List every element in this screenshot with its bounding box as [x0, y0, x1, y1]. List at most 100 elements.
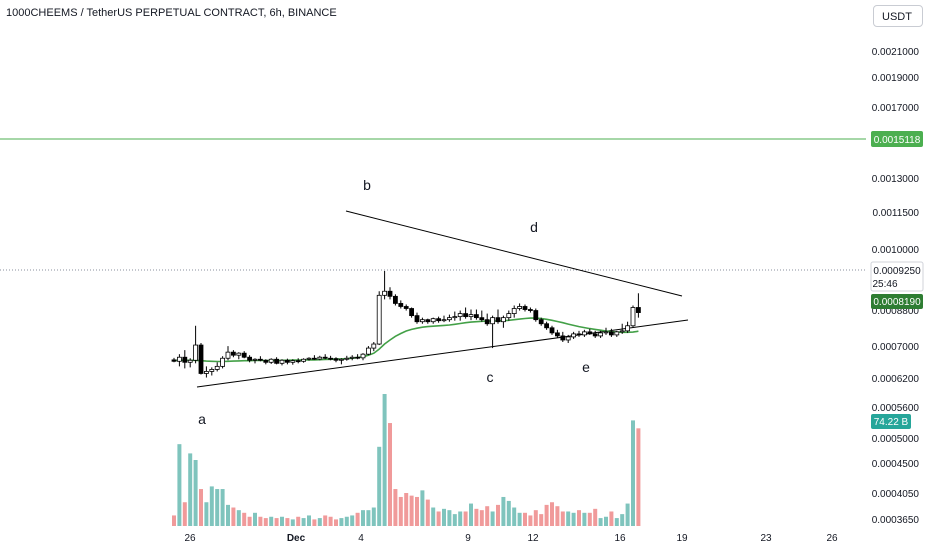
- candle: [371, 342, 377, 352]
- volume-bar: [577, 510, 581, 526]
- candle-body-down: [295, 360, 301, 363]
- volume-bar: [334, 519, 338, 526]
- candle-body-down: [171, 359, 177, 362]
- candle: [614, 330, 620, 337]
- volume-bar: [631, 420, 635, 526]
- candle: [522, 304, 528, 312]
- volume-bar: [566, 511, 571, 526]
- volume-bar: [550, 502, 554, 526]
- volume-bar: [377, 446, 382, 526]
- candle: [452, 311, 458, 321]
- candle: [311, 355, 317, 360]
- candle-body-down: [398, 303, 404, 307]
- candle-body-up: [446, 317, 452, 321]
- volume-bar: [220, 489, 225, 526]
- lower-trendline: [196, 319, 689, 388]
- volume-bar: [301, 518, 306, 526]
- candle: [376, 291, 382, 346]
- candle-body-down: [355, 356, 361, 359]
- volume-bar: [339, 518, 344, 526]
- candle-body-up: [582, 331, 587, 336]
- candle-body-down: [263, 359, 269, 363]
- candle-body-up: [176, 356, 182, 362]
- candle-body-up: [452, 316, 458, 319]
- volume-bar: [469, 503, 473, 526]
- candle-body-up: [203, 371, 209, 374]
- candle: [365, 346, 371, 356]
- candle-body-up: [338, 358, 344, 361]
- volume-bar: [415, 496, 419, 526]
- volume-bar: [620, 514, 625, 526]
- candle-body-up: [625, 325, 630, 332]
- candle: [360, 353, 366, 361]
- volume-bar: [236, 510, 241, 526]
- volume-bar: [490, 511, 495, 526]
- price-axis-tick: 0.0010000: [872, 245, 920, 256]
- volume-bar: [366, 510, 371, 526]
- candle: [625, 321, 630, 333]
- candle-body-down: [636, 307, 641, 313]
- candle-body-up: [236, 352, 242, 356]
- candle-body-down: [333, 358, 339, 361]
- volume-bar: [447, 510, 452, 526]
- candle: [187, 358, 193, 368]
- volume-bar: [296, 516, 301, 526]
- candle-body-down: [198, 344, 204, 374]
- candle-body-down: [538, 319, 544, 325]
- candle: [241, 351, 247, 359]
- volume-bar: [436, 511, 441, 526]
- symbol-title: 1000CHEEMS / TetherUS PERPETUAL CONTRACT…: [6, 7, 337, 19]
- candle-body-up: [468, 314, 474, 318]
- volume-bar: [442, 508, 446, 526]
- candle: [500, 315, 506, 328]
- price-axis-tick: 0.0005600: [872, 403, 920, 414]
- candle: [511, 305, 517, 318]
- candle: [517, 303, 522, 311]
- candle-body-down: [328, 357, 334, 360]
- candle-body-up: [371, 343, 377, 349]
- wave-label-e: e: [582, 359, 590, 375]
- badge-background: [871, 294, 923, 309]
- wave-label-d: d: [530, 219, 538, 235]
- volume-bar: [614, 518, 619, 526]
- candle-body-up: [598, 332, 603, 337]
- badge-background: [871, 131, 923, 147]
- price-axis-tick: 0.0011500: [872, 208, 919, 219]
- volume-bar: [280, 516, 284, 526]
- candle: [609, 328, 614, 337]
- volume-bar: [177, 444, 182, 526]
- badge-background: [870, 261, 924, 292]
- candle-body-up: [430, 318, 436, 323]
- candle: [414, 312, 420, 324]
- volume-bar: [512, 507, 517, 526]
- candle: [387, 287, 393, 300]
- candle-body-down: [274, 358, 280, 364]
- candle-body-down: [387, 290, 393, 297]
- candle: [441, 315, 447, 323]
- badge-text: 0.0008190: [873, 297, 921, 308]
- candle-body-up: [457, 313, 463, 318]
- badge-text: 0.0009250: [873, 266, 921, 277]
- candle: [463, 307, 469, 319]
- candle: [268, 358, 274, 364]
- time-axis-tick: 19: [676, 533, 688, 544]
- time-axis-tick: 9: [465, 533, 471, 544]
- candle-body-up: [517, 306, 522, 309]
- candle-body-up: [279, 359, 285, 364]
- candle: [409, 307, 415, 318]
- candle-body-up: [193, 344, 199, 361]
- volume-bar: [199, 489, 203, 526]
- candle-body-down: [425, 319, 431, 323]
- countdown-text: 25:46: [872, 279, 897, 290]
- currency-selector-button[interactable]: USDT: [873, 5, 923, 27]
- moving-average-badge: 0.0008190: [871, 294, 923, 309]
- candle-body-up: [571, 333, 576, 338]
- candle: [484, 313, 490, 326]
- volume-bar: [361, 510, 365, 526]
- candle-body-down: [463, 313, 469, 318]
- volume-bar: [371, 507, 376, 526]
- candle: [419, 317, 425, 324]
- candle: [225, 346, 231, 361]
